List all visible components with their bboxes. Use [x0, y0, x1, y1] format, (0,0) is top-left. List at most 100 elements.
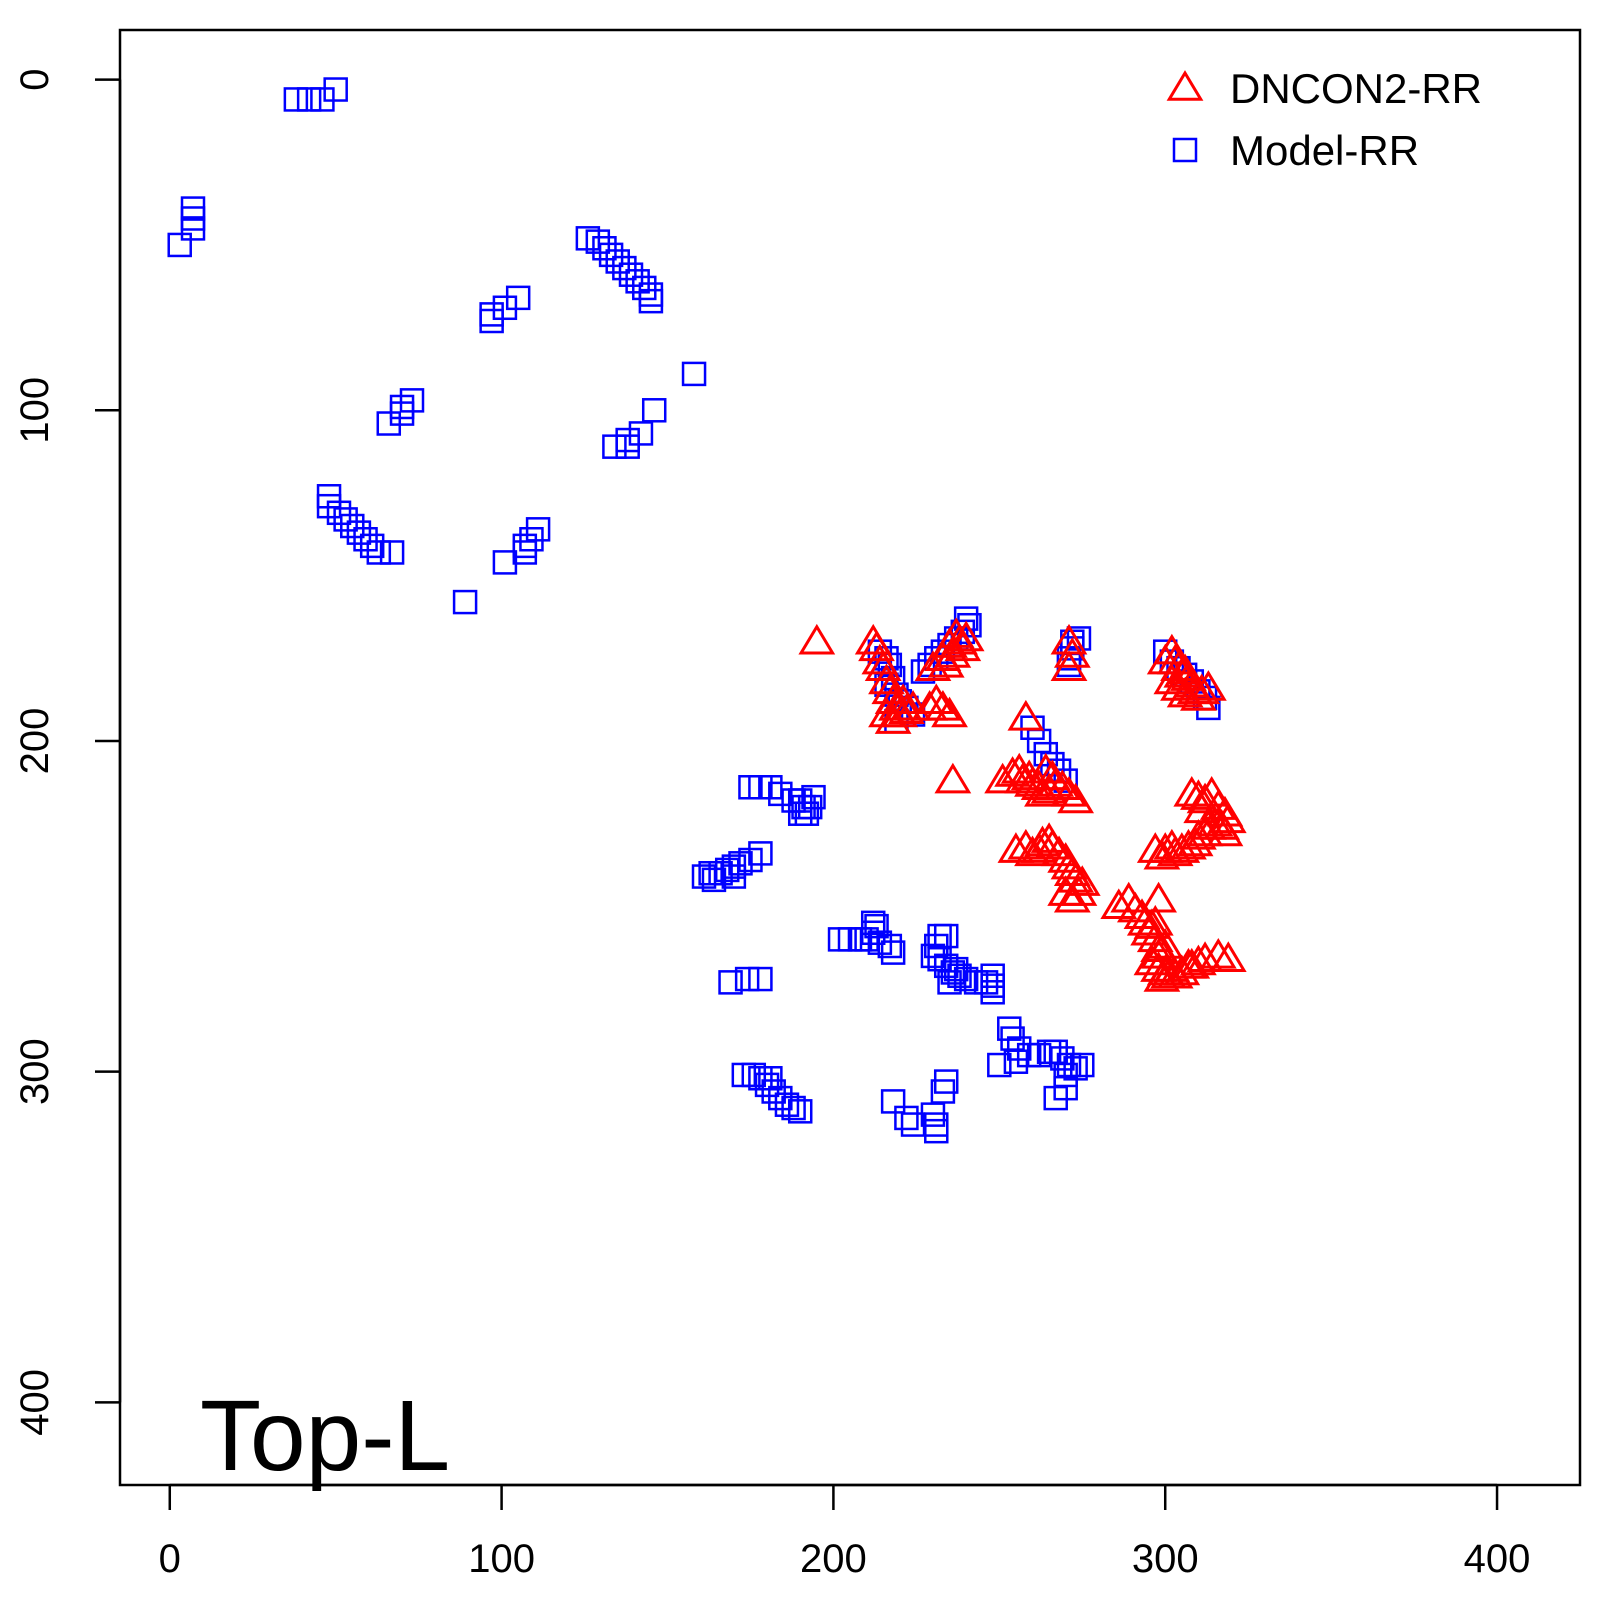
data-point-square: [519, 527, 544, 552]
y-tick-label: 100: [13, 377, 57, 444]
y-tick-label: 0: [13, 68, 57, 90]
legend-label: DNCON2-RR: [1230, 65, 1482, 112]
data-point-triangle: [1146, 928, 1184, 959]
data-point-square: [602, 434, 627, 459]
data-point-triangle: [1173, 947, 1211, 979]
data-point-square: [718, 970, 743, 995]
data-point-square: [681, 361, 707, 387]
legend-marker-triangle: [1166, 70, 1204, 101]
data-point-triangle: [888, 693, 925, 724]
data-point-square: [734, 966, 760, 992]
data-point-square: [180, 216, 206, 241]
data-point-square: [333, 507, 358, 532]
data-point-triangle: [1024, 825, 1061, 857]
data-point-square: [625, 269, 650, 294]
data-point-square: [359, 533, 385, 559]
data-point-square: [615, 427, 640, 453]
data-point-triangle: [1199, 789, 1237, 820]
legend-label: Model-RR: [1230, 127, 1419, 174]
data-point-square: [632, 275, 657, 301]
series-model-rr: [167, 77, 1221, 1144]
data-point-triangle: [1040, 835, 1078, 867]
data-point-square: [758, 1066, 783, 1091]
data-point-triangle: [924, 689, 962, 721]
data-point-triangle: [1136, 904, 1174, 936]
data-point-triangle: [1007, 699, 1045, 731]
data-point-square: [452, 589, 478, 615]
data-point-square: [748, 966, 773, 992]
data-point-triangle: [997, 832, 1035, 863]
data-point-triangle: [1183, 673, 1221, 705]
data-point-triangle: [864, 650, 902, 681]
data-point-square: [479, 302, 504, 327]
data-point-square: [638, 288, 664, 314]
legend-item: DNCON2-RR: [1166, 65, 1482, 112]
data-point-triangle: [931, 696, 968, 728]
data-point-square: [641, 398, 667, 423]
data-point-triangle: [1153, 663, 1191, 695]
data-point-square: [492, 295, 518, 321]
x-tick-label: 400: [1464, 1537, 1531, 1581]
legend: DNCON2-RR Model-RR: [1166, 65, 1482, 174]
data-point-triangle: [1186, 941, 1224, 972]
data-point-triangle: [884, 683, 922, 715]
x-tick-label: 300: [1132, 1537, 1199, 1581]
data-point-triangle: [1160, 670, 1197, 701]
plot-frame: [118, 28, 1582, 1487]
data-point-square: [612, 255, 637, 281]
data-point-square: [880, 1089, 906, 1114]
data-point-square: [801, 784, 826, 810]
data-point-square: [326, 500, 352, 526]
x-axis: 0 100 200 300 400: [159, 1483, 1531, 1581]
data-point-square: [598, 242, 624, 268]
data-point-square: [479, 308, 504, 334]
data-point-square: [615, 434, 640, 459]
data-point-square: [827, 927, 853, 952]
data-point-triangle: [934, 762, 972, 794]
data-point-triangle: [1043, 769, 1081, 801]
data-point-triangle: [1166, 676, 1204, 708]
data-point-square: [310, 87, 335, 112]
data-point-triangle: [868, 663, 905, 695]
y-axis: 0 100 200 300 400: [13, 68, 122, 1436]
data-point-triangle: [1053, 637, 1091, 668]
data-point-triangle: [1000, 752, 1038, 784]
data-point-square: [376, 411, 402, 436]
x-tick-label: 100: [468, 1537, 535, 1581]
corner-label: Top-L: [200, 1380, 450, 1492]
data-point-triangle: [947, 620, 985, 652]
data-point-square: [924, 1118, 949, 1144]
data-point-square: [1003, 1049, 1029, 1074]
data-point-square: [492, 550, 518, 575]
data-point-triangle: [944, 630, 982, 662]
data-point-triangle: [1100, 888, 1138, 920]
data-point-triangle: [984, 762, 1022, 794]
x-tick-label: 200: [800, 1537, 867, 1581]
data-point-square: [943, 956, 969, 982]
data-point-square: [379, 540, 405, 565]
y-tick-label: 400: [13, 1369, 57, 1436]
data-point-square: [605, 249, 630, 274]
data-point-triangle: [1140, 881, 1177, 913]
data-point-square: [1043, 1085, 1068, 1111]
data-point-triangle: [1050, 775, 1088, 807]
data-point-square: [1026, 728, 1052, 754]
data-point-square: [781, 1095, 806, 1121]
data-point-square: [296, 87, 322, 112]
data-point-square: [894, 1105, 919, 1131]
data-point-square: [721, 864, 747, 889]
data-point-square: [937, 970, 962, 995]
data-point-triangle: [798, 623, 836, 655]
data-point-triangle: [1063, 865, 1101, 896]
data-point-square: [761, 1079, 786, 1104]
series-dncon2-rr: [798, 617, 1247, 992]
data-point-square: [877, 933, 903, 959]
data-point-square: [592, 236, 617, 261]
x-tick-label: 0: [159, 1537, 181, 1581]
points-layer: [167, 77, 1247, 1144]
data-point-triangle: [1034, 828, 1071, 860]
data-point-triangle: [858, 630, 895, 662]
data-point-square: [346, 520, 372, 545]
data-point-square: [340, 513, 365, 539]
